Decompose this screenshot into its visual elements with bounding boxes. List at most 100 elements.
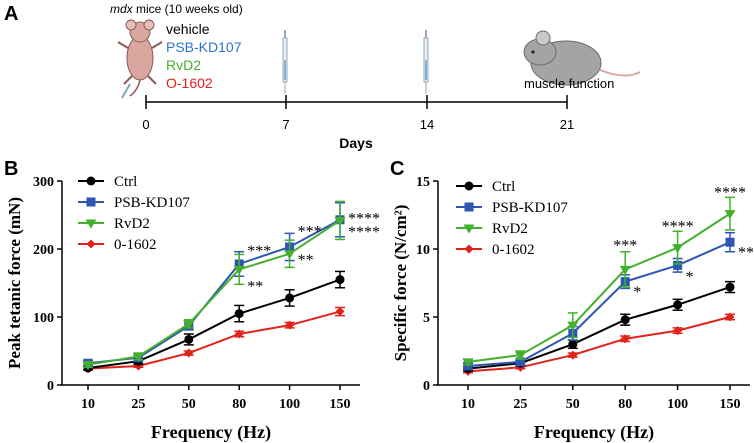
y-tick-label: 200 bbox=[33, 243, 54, 258]
treatment-vehicle: vehicle bbox=[166, 21, 210, 37]
x-tick-label: 50 bbox=[566, 397, 580, 412]
data-point bbox=[673, 326, 683, 336]
data-point bbox=[725, 312, 735, 322]
treatment-psb-kd107: PSB-KD107 bbox=[166, 39, 242, 55]
y-tick-label: 300 bbox=[33, 175, 54, 190]
series-ctrl bbox=[463, 280, 735, 374]
treatment-rvd2: RvD2 bbox=[166, 57, 201, 73]
legend-marker bbox=[86, 239, 96, 249]
legend-marker bbox=[464, 244, 474, 254]
series-rvd2 bbox=[462, 196, 736, 368]
y-axis-title: Specific force (N/cm²) bbox=[391, 205, 410, 362]
significance-annotation: *** bbox=[247, 243, 271, 260]
data-point bbox=[724, 210, 736, 220]
x-tick-label: 10 bbox=[81, 397, 95, 412]
data-point bbox=[672, 244, 684, 254]
legend-label: 0-1602 bbox=[114, 237, 157, 253]
data-point bbox=[335, 275, 345, 285]
chart-specific-force: C 0 5 10 15 10 25 50 80 100 150 Frequency (Hz) Speci… bbox=[390, 158, 754, 443]
significance-annotation: * bbox=[633, 284, 641, 301]
series-line bbox=[467, 316, 731, 373]
data-point bbox=[335, 307, 345, 317]
data-point bbox=[284, 250, 296, 260]
data-point bbox=[620, 315, 630, 325]
timeline-tick-label: 7 bbox=[282, 117, 289, 132]
data-point bbox=[568, 350, 578, 360]
data-point bbox=[620, 334, 630, 344]
x-tick-label: 150 bbox=[330, 397, 351, 412]
significance-annotation: ** bbox=[298, 252, 314, 269]
y-tick-label: 0 bbox=[47, 379, 54, 394]
series-rvd2 bbox=[82, 200, 346, 371]
x-tick-label: 10 bbox=[461, 397, 475, 412]
significance-annotation: *** bbox=[613, 238, 637, 255]
series-line bbox=[87, 219, 341, 366]
syringe-icon bbox=[423, 30, 429, 94]
data-point bbox=[462, 358, 474, 368]
supine-mouse-icon bbox=[117, 19, 163, 99]
timeline-tick-label: 21 bbox=[560, 117, 574, 132]
legend-label: Ctrl bbox=[492, 179, 515, 195]
legend-label: PSB-KD107 bbox=[114, 195, 190, 211]
x-tick-label: 80 bbox=[232, 397, 246, 412]
treatment-o-1602: O-1602 bbox=[166, 75, 213, 91]
significance-annotation: ** bbox=[738, 244, 754, 261]
significance-annotation: **** bbox=[348, 210, 380, 227]
data-point bbox=[184, 334, 194, 344]
y-tick-label: 100 bbox=[33, 311, 54, 326]
data-point bbox=[285, 320, 295, 330]
significance-annotation: * bbox=[686, 269, 694, 286]
series-line bbox=[467, 241, 731, 367]
legend-marker bbox=[85, 219, 97, 229]
legend-label: PSB-KD107 bbox=[492, 200, 568, 216]
timeline-axis-title: Days bbox=[339, 135, 373, 151]
significance-annotation: **** bbox=[348, 224, 380, 241]
legend-label: RvD2 bbox=[114, 216, 150, 232]
timeline-tick-label: 0 bbox=[142, 117, 149, 132]
panel-a-letter: A bbox=[4, 3, 18, 25]
endpoint-label: muscle function bbox=[524, 76, 614, 91]
x-tick-label: 150 bbox=[720, 397, 741, 412]
panel-letter: C bbox=[390, 158, 404, 180]
legend-label: Ctrl bbox=[114, 174, 137, 190]
mouse-strain-label: mdx bbox=[110, 2, 134, 16]
x-tick-label: 50 bbox=[182, 397, 196, 412]
legend-marker bbox=[86, 197, 96, 207]
x-axis-title: Frequency (Hz) bbox=[151, 422, 271, 443]
legend: Ctrl PSB-KD107 RvD2 0-1602 bbox=[78, 174, 190, 253]
timeline: 0 7 14 21 Days bbox=[142, 95, 574, 151]
legend-marker bbox=[86, 176, 96, 186]
timeline-tick-label: 14 bbox=[420, 117, 434, 132]
data-point bbox=[234, 309, 244, 319]
series-line bbox=[467, 286, 731, 370]
data-point bbox=[334, 216, 346, 226]
series-line bbox=[87, 278, 341, 369]
data-point bbox=[233, 265, 245, 275]
data-point bbox=[183, 320, 195, 330]
x-tick-label: 100 bbox=[279, 397, 300, 412]
data-point bbox=[673, 300, 683, 310]
x-tick-label: 25 bbox=[513, 397, 527, 412]
y-tick-label: 15 bbox=[416, 175, 430, 190]
data-point bbox=[132, 352, 144, 362]
chart-peak-tetanic-force: B 0 100 200 300 10 25 50 80 100 150 Frequency (Hz) P… bbox=[4, 158, 380, 443]
data-point bbox=[234, 329, 244, 339]
x-axis-title: Frequency (Hz) bbox=[534, 422, 654, 443]
data-point bbox=[619, 265, 631, 275]
series-line bbox=[87, 310, 341, 370]
mouse-age-label: mice (10 weeks old) bbox=[133, 2, 243, 16]
mouse-label: mdx mice (10 weeks old) bbox=[110, 2, 243, 16]
x-tick-label: 80 bbox=[618, 397, 632, 412]
data-point bbox=[514, 351, 526, 361]
panel-letter: B bbox=[4, 158, 18, 180]
mouse-icon bbox=[523, 30, 641, 86]
x-tick-label: 100 bbox=[667, 397, 688, 412]
y-axis-title: Peak tetanic force (mN) bbox=[5, 197, 24, 369]
syringe-icon bbox=[282, 30, 288, 94]
data-point bbox=[725, 237, 735, 247]
series-line bbox=[467, 212, 731, 363]
legend-marker bbox=[464, 181, 474, 191]
series-ctrl bbox=[83, 270, 345, 373]
significance-annotation: **** bbox=[662, 219, 694, 236]
